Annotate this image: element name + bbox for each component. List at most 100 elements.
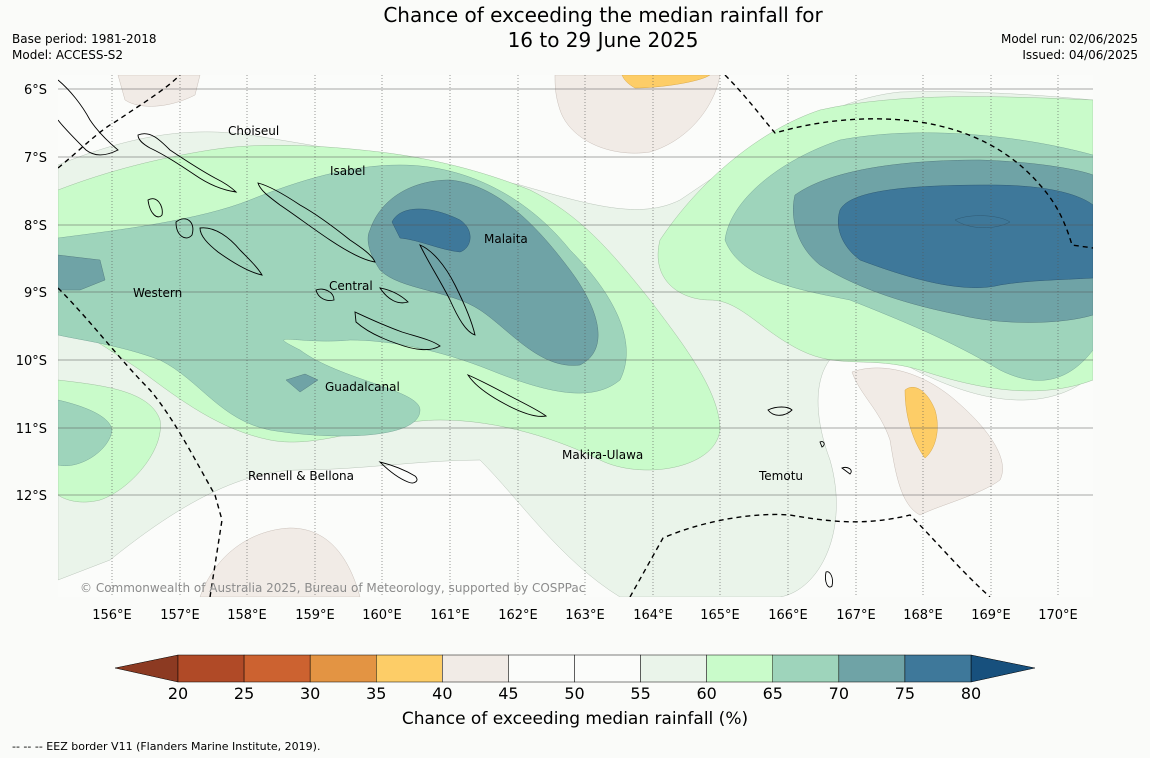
lon-label-170e: 170°E xyxy=(1038,608,1078,623)
colorbar-title: Chance of exceeding median rainfall (%) xyxy=(401,709,749,729)
map-title: Chance of exceeding the median rainfall … xyxy=(0,3,1150,53)
lon-label-163e: 163°E xyxy=(565,608,605,623)
lat-label-6s: 6°S xyxy=(24,83,47,98)
colorbar-tick-label: 75 xyxy=(895,684,915,703)
label-guadalcanal: Guadalcanal xyxy=(325,380,400,394)
label-makira-ulawa: Makira-Ulawa xyxy=(562,448,643,462)
colorbar-segment xyxy=(772,654,840,683)
colorbar-segment xyxy=(442,654,509,683)
contour-45-50-south xyxy=(199,527,361,597)
lon-label-168e: 168°E xyxy=(903,608,943,623)
lon-label-167e: 167°E xyxy=(836,608,876,623)
grid-lines xyxy=(58,75,1093,597)
colorbar-high-arrow xyxy=(970,654,1036,683)
eez-border xyxy=(58,75,1093,597)
colorbar-tick-label: 70 xyxy=(829,684,849,703)
lon-label-161e: 161°E xyxy=(430,608,470,623)
colorbar: 20 25 30 35 40 45 50 55 60 65 70 75 80 xyxy=(114,654,1036,703)
central-islands-coast xyxy=(315,287,409,304)
lon-label-156e: 156°E xyxy=(92,608,132,623)
province-labels: Choiseul Isabel Malaita Western Central … xyxy=(133,124,803,483)
colorbar-tick-label: 65 xyxy=(763,684,783,703)
lon-label-159e: 159°E xyxy=(295,608,335,623)
coastlines xyxy=(58,79,852,588)
lat-label-10s: 10°S xyxy=(16,354,47,369)
lon-label-162e: 162°E xyxy=(498,608,538,623)
contour-75-80 xyxy=(391,208,471,253)
contour-70-75-guadalcanal xyxy=(285,373,319,393)
colorbar-tick-label: 55 xyxy=(630,684,650,703)
lon-label-157e: 157°E xyxy=(160,608,200,623)
contour-70-75-west xyxy=(58,254,106,291)
lon-label-164e: 164°E xyxy=(633,608,673,623)
isabel-coast xyxy=(257,182,376,263)
makira-coast xyxy=(466,374,548,417)
colorbar-tick-label: 45 xyxy=(498,684,518,703)
label-choiseul: Choiseul xyxy=(228,124,279,138)
lat-label-9s: 9°S xyxy=(24,286,47,301)
contour-35-40-north xyxy=(621,75,711,89)
colorbar-segment xyxy=(640,654,707,683)
meta-left: Base period: 1981-2018 Model: ACCESS-S2 xyxy=(12,31,157,63)
latitude-labels: 6°S 7°S 8°S 9°S 10°S 11°S 12°S xyxy=(16,83,47,504)
label-rennell-bellona: Rennell & Bellona xyxy=(248,469,354,483)
contour-65-70-southwest xyxy=(58,399,113,467)
lat-label-7s: 7°S xyxy=(24,151,47,166)
contour-layer xyxy=(58,75,1093,597)
label-malaita: Malaita xyxy=(484,232,528,246)
colorbar-tick-label: 80 xyxy=(961,684,981,703)
colorbar-segment xyxy=(243,654,311,683)
label-temotu: Temotu xyxy=(758,469,803,483)
colorbar-segment xyxy=(309,654,377,683)
label-western: Western xyxy=(133,286,182,300)
colorbar-tick-label: 50 xyxy=(564,684,584,703)
colorbar-segment xyxy=(574,654,641,683)
malaita-coast xyxy=(419,244,476,336)
colorbar-tick-label: 25 xyxy=(234,684,254,703)
title-line-1: Chance of exceeding the median rainfall … xyxy=(383,3,823,27)
issued-date: Issued: 04/06/2025 xyxy=(1022,48,1138,62)
bougainville-coast xyxy=(58,79,119,156)
colorbar-tick-label: 30 xyxy=(300,684,320,703)
longitude-labels: 156°E 157°E 158°E 159°E 160°E 161°E 162°… xyxy=(92,608,1078,623)
colorbar-segment xyxy=(706,654,774,683)
colorbar-segment xyxy=(376,654,443,683)
lon-label-158e: 158°E xyxy=(227,608,267,623)
choiseul-coast xyxy=(137,133,238,193)
label-isabel: Isabel xyxy=(330,164,365,178)
lon-label-165e: 165°E xyxy=(700,608,740,623)
copyright-notice: © Commonwealth of Australia 2025, Bureau… xyxy=(80,581,585,595)
vanuatu-north-coast xyxy=(825,571,833,588)
lat-label-12s: 12°S xyxy=(16,489,47,504)
colorbar-segment xyxy=(177,654,245,683)
footer-note: -- -- -- EEZ border V11 (Flanders Marine… xyxy=(12,740,321,753)
colorbar-segment xyxy=(838,654,906,683)
lon-label-160e: 160°E xyxy=(362,608,402,623)
lon-label-169e: 169°E xyxy=(971,608,1011,623)
lon-label-166e: 166°E xyxy=(768,608,808,623)
temotu-coast xyxy=(767,406,852,475)
colorbar-tick-label: 35 xyxy=(366,684,386,703)
colorbar-tick-label: 20 xyxy=(168,684,188,703)
rennell-coast xyxy=(378,461,418,484)
colorbar-segment xyxy=(508,654,575,683)
map-frame xyxy=(58,75,1093,597)
colorbar-tick-label: 60 xyxy=(696,684,716,703)
colorbar-low-arrow xyxy=(114,654,179,683)
contour-45-50-north xyxy=(554,75,721,154)
model-name: Model: ACCESS-S2 xyxy=(12,48,124,62)
lat-label-11s: 11°S xyxy=(16,422,47,437)
colorbar-segment xyxy=(904,654,972,683)
label-central: Central xyxy=(329,279,373,293)
colorbar-tick-label: 40 xyxy=(432,684,452,703)
model-run: Model run: 02/06/2025 xyxy=(1000,32,1138,46)
western-islands-coast xyxy=(147,198,263,276)
lat-label-8s: 8°S xyxy=(24,219,47,234)
colorbar-ticks: 20 25 30 35 40 45 50 55 60 65 70 75 80 xyxy=(168,684,981,703)
guadalcanal-coast xyxy=(354,311,441,351)
meta-right: Model run: 02/06/2025 Issued: 04/06/2025 xyxy=(1001,31,1138,63)
contour-75-80-east xyxy=(837,184,1093,288)
contour-45-50-northwest xyxy=(117,75,201,107)
colorbar-segments xyxy=(177,654,972,683)
